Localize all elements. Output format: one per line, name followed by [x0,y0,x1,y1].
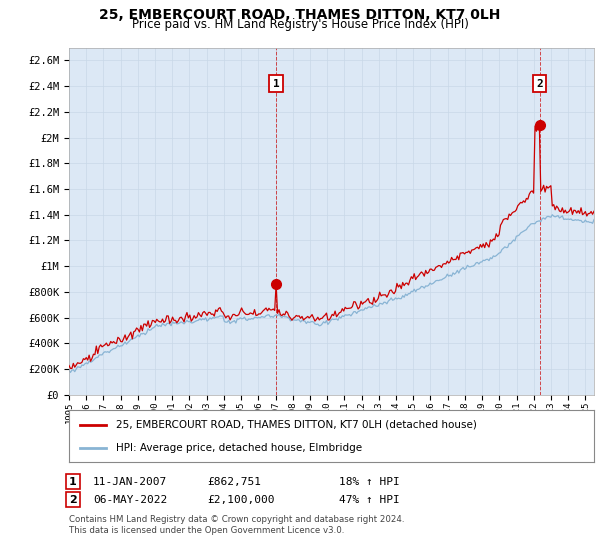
Text: 11-JAN-2007: 11-JAN-2007 [93,477,167,487]
Text: 1: 1 [69,477,77,487]
Text: Price paid vs. HM Land Registry's House Price Index (HPI): Price paid vs. HM Land Registry's House … [131,18,469,31]
Text: 25, EMBERCOURT ROAD, THAMES DITTON, KT7 0LH: 25, EMBERCOURT ROAD, THAMES DITTON, KT7 … [100,8,500,22]
Text: This data is licensed under the Open Government Licence v3.0.: This data is licensed under the Open Gov… [69,526,344,535]
Text: £2,100,000: £2,100,000 [207,494,275,505]
Text: 1: 1 [272,78,280,88]
Text: 2: 2 [536,78,543,88]
Text: 18% ↑ HPI: 18% ↑ HPI [339,477,400,487]
Text: £862,751: £862,751 [207,477,261,487]
Text: HPI: Average price, detached house, Elmbridge: HPI: Average price, detached house, Elmb… [116,442,362,452]
Text: Contains HM Land Registry data © Crown copyright and database right 2024.: Contains HM Land Registry data © Crown c… [69,515,404,524]
Text: 25, EMBERCOURT ROAD, THAMES DITTON, KT7 0LH (detached house): 25, EMBERCOURT ROAD, THAMES DITTON, KT7 … [116,420,477,430]
Text: 47% ↑ HPI: 47% ↑ HPI [339,494,400,505]
Text: 06-MAY-2022: 06-MAY-2022 [93,494,167,505]
Text: 2: 2 [69,494,77,505]
